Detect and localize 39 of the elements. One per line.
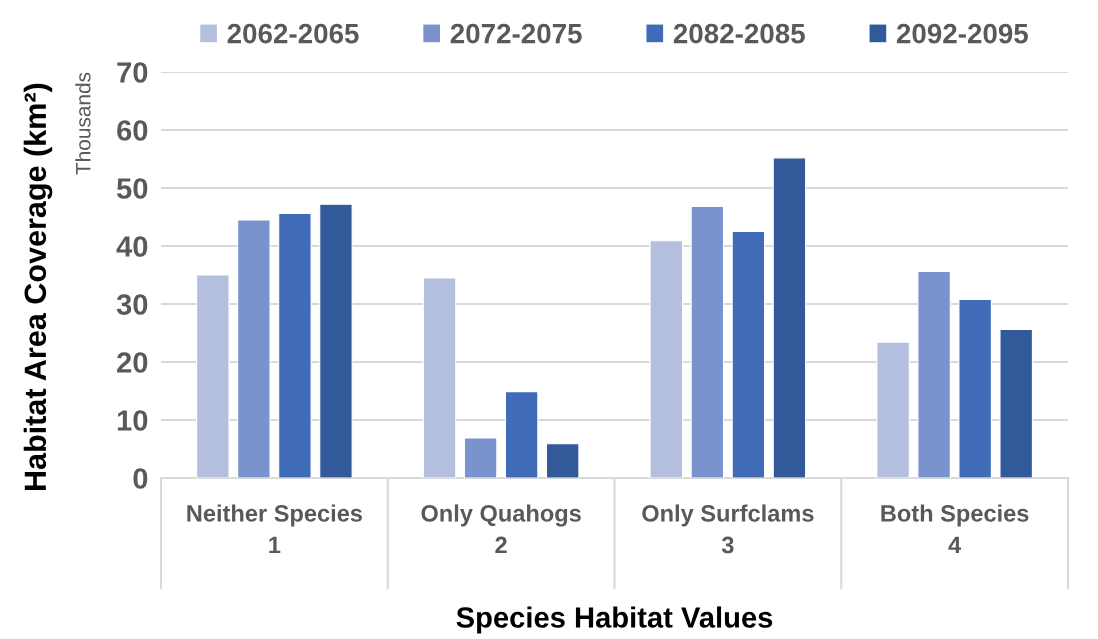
text: 2: [495, 536, 507, 554]
bar: [876, 341, 910, 478]
x-tick-label: Both Species: [881, 504, 1029, 527]
bar: [196, 274, 230, 478]
x-tick-label: Neither Species: [187, 504, 362, 527]
legend-label: 2092-2095: [896, 23, 1028, 44]
bar: [917, 270, 951, 478]
x-axis-title: Species Habitat Values: [456, 606, 773, 634]
text: 4: [948, 536, 962, 554]
bar: [278, 212, 312, 478]
bar: [649, 240, 684, 478]
bar: [422, 277, 457, 478]
bar: [958, 298, 992, 478]
bar: [772, 157, 807, 478]
y-tick-label: 60: [117, 120, 148, 141]
legend-label: 2062-2065: [227, 23, 359, 44]
y-tick-label: 50: [116, 178, 148, 199]
y-tick-label: 10: [117, 410, 148, 431]
bar: [545, 443, 580, 478]
x-tick-label: Only Surfclams: [642, 504, 814, 527]
bar: [319, 203, 353, 478]
y-tick-label: 70: [117, 62, 148, 83]
y-tick-label: 0: [133, 468, 148, 489]
x-tick-label: Only Quahogs: [421, 504, 581, 527]
y-tick-label: 40: [116, 236, 148, 257]
text: 1: [269, 536, 281, 554]
legend-label: 2072-2075: [450, 23, 582, 44]
text: Thousands: [75, 72, 91, 175]
bar: [731, 230, 766, 478]
y-tick-label: 20: [117, 352, 148, 373]
y-axis-title: Habitat Area Coverage (km²): [23, 83, 53, 491]
bar: [504, 391, 539, 478]
y-tick-label: 30: [116, 294, 148, 315]
bar: [463, 437, 498, 478]
bar: [690, 206, 725, 478]
text: 3: [721, 536, 734, 554]
bar: [237, 219, 271, 478]
bar: [999, 328, 1033, 478]
legend-label: 2082-2085: [673, 23, 805, 44]
